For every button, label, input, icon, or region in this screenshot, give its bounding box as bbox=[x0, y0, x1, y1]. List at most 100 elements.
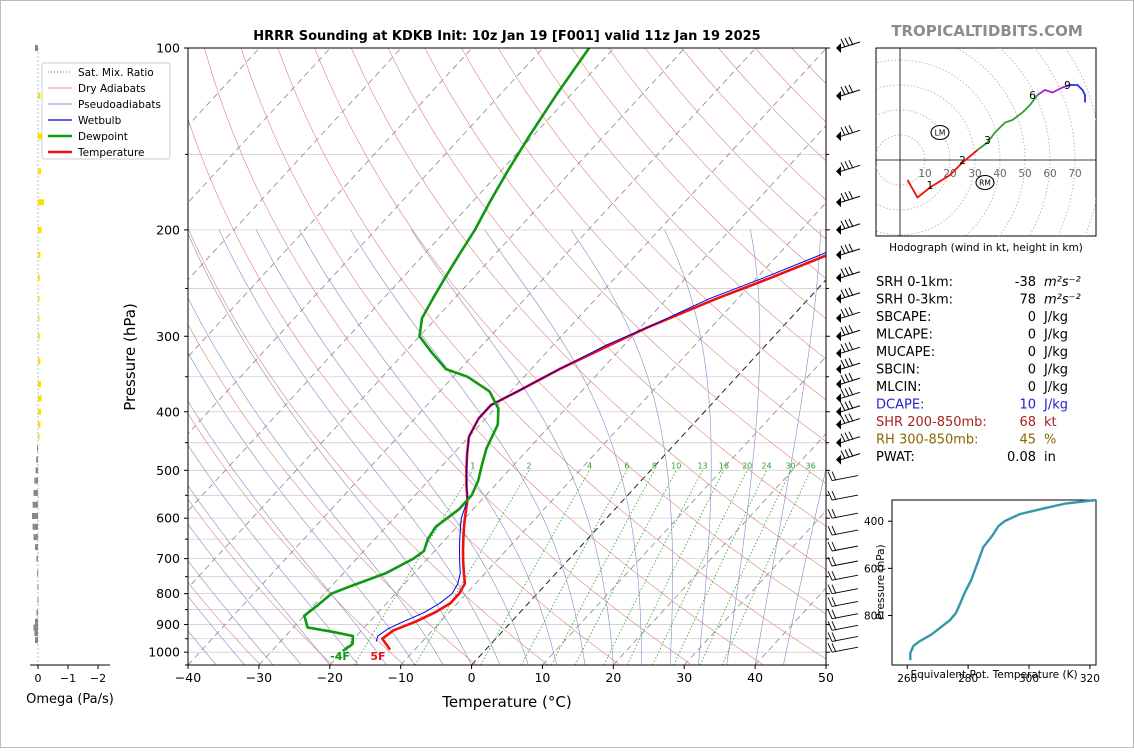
theta-e-y-tick-label: 400 bbox=[864, 516, 884, 528]
surface-dewpoint-label: -4F bbox=[330, 650, 350, 663]
hodograph-ring-label: 60 bbox=[1043, 168, 1056, 180]
omega-bar bbox=[36, 457, 38, 463]
index-label: SHR 200-850mb: bbox=[876, 415, 987, 430]
omega-bar bbox=[38, 422, 40, 428]
index-label: PWAT: bbox=[876, 450, 915, 465]
mixing-ratio-label: 4 bbox=[587, 461, 592, 470]
omega-bar bbox=[37, 570, 38, 576]
mixing-ratio-label: 24 bbox=[761, 461, 771, 470]
omega-bar bbox=[38, 275, 40, 281]
x-tick-label: 40 bbox=[747, 670, 763, 685]
y-tick-label: 900 bbox=[156, 617, 180, 632]
index-label: MLCAPE: bbox=[876, 328, 933, 343]
y-tick-label: 200 bbox=[156, 222, 180, 237]
omega-bar bbox=[37, 610, 39, 616]
index-unit: J/kg bbox=[1043, 380, 1068, 395]
y-tick-label: 400 bbox=[156, 404, 180, 419]
hodograph-ring-label: 40 bbox=[993, 168, 1006, 180]
omega-bar bbox=[37, 445, 38, 451]
index-unit: J/kg bbox=[1043, 310, 1068, 325]
omega-bar bbox=[37, 584, 38, 590]
mixing-ratio-label: 30 bbox=[786, 461, 796, 470]
x-tick-label: 30 bbox=[676, 670, 692, 685]
mixing-ratio-label: 6 bbox=[624, 461, 629, 470]
index-value: 10 bbox=[1019, 398, 1036, 413]
omega-bar bbox=[38, 434, 40, 440]
index-value: 45 bbox=[1019, 433, 1036, 448]
theta-e-x-tick-label: 320 bbox=[1080, 673, 1100, 685]
mixing-ratio-label: 16 bbox=[719, 461, 729, 470]
index-value: -38 bbox=[1015, 275, 1036, 290]
omega-bar bbox=[37, 597, 38, 603]
mixing-ratio-label: 36 bbox=[806, 461, 816, 470]
legend-label: Temperature bbox=[77, 147, 145, 159]
legend-label: Pseudoadiabats bbox=[78, 99, 161, 111]
legend-label: Wetbulb bbox=[78, 115, 122, 127]
index-unit: J/kg bbox=[1043, 328, 1068, 343]
omega-bar bbox=[34, 624, 39, 630]
x-axis-label: Temperature (°C) bbox=[441, 693, 571, 711]
omega-bar bbox=[35, 637, 38, 643]
hodograph-caption: Hodograph (wind in kt, height in km) bbox=[889, 242, 1083, 254]
mixing-ratio-label: 13 bbox=[697, 461, 707, 470]
index-value: 78 bbox=[1019, 293, 1036, 308]
brand-watermark: TROPICALTIDBITS.COM bbox=[891, 22, 1083, 40]
y-tick-label: 800 bbox=[156, 586, 180, 601]
mixing-ratio-label: 1 bbox=[470, 461, 475, 470]
index-unit: J/kg bbox=[1043, 398, 1068, 413]
mixing-ratio-label: 20 bbox=[742, 461, 752, 470]
index-value: 0 bbox=[1028, 380, 1036, 395]
hodograph-height-label: 6 bbox=[1029, 90, 1036, 102]
omega-bar bbox=[38, 93, 40, 99]
hodograph-ring-label: 70 bbox=[1068, 168, 1081, 180]
y-tick-label: 500 bbox=[156, 463, 180, 478]
index-unit: J/kg bbox=[1043, 345, 1068, 360]
surface-temperature-label: 5F bbox=[370, 650, 385, 663]
omega-bar bbox=[38, 333, 40, 339]
index-label: DCAPE: bbox=[876, 398, 924, 413]
omega-bar bbox=[34, 534, 39, 540]
index-value: 0 bbox=[1028, 328, 1036, 343]
x-tick-label: −40 bbox=[175, 670, 201, 685]
x-tick-label: 50 bbox=[818, 670, 834, 685]
mixing-ratio-label: 10 bbox=[671, 461, 681, 470]
omega-bar bbox=[38, 133, 43, 139]
omega-tick-label: −1 bbox=[60, 672, 76, 685]
omega-bar bbox=[37, 556, 39, 562]
omega-bar bbox=[35, 45, 38, 51]
omega-bar bbox=[32, 513, 38, 519]
theta-e-ylabel: Pressure (hPa) bbox=[875, 544, 887, 619]
hodograph-height-label: 3 bbox=[984, 135, 991, 147]
legend-label: Dewpoint bbox=[78, 131, 128, 143]
x-tick-label: 10 bbox=[534, 670, 550, 685]
index-unit: J/kg bbox=[1043, 363, 1068, 378]
omega-bar bbox=[38, 227, 42, 233]
index-unit: m²s⁻² bbox=[1044, 275, 1081, 290]
hodograph-ring-label: 50 bbox=[1018, 168, 1031, 180]
omega-bar bbox=[35, 544, 38, 550]
omega-bar bbox=[38, 381, 41, 387]
omega-bar bbox=[36, 467, 38, 473]
index-value: 0 bbox=[1028, 310, 1036, 325]
x-tick-label: 20 bbox=[605, 670, 621, 685]
hodograph-height-label: 9 bbox=[1064, 80, 1071, 92]
omega-bar bbox=[38, 358, 40, 364]
y-tick-label: 300 bbox=[156, 329, 180, 344]
storm-motion-label: LM bbox=[935, 129, 946, 138]
x-tick-label: 0 bbox=[468, 670, 476, 685]
mixing-ratio-label: 8 bbox=[652, 461, 657, 470]
index-value: 68 bbox=[1019, 415, 1036, 430]
omega-bar bbox=[38, 168, 41, 174]
index-unit: kt bbox=[1044, 415, 1057, 430]
chart-title: HRRR Sounding at KDKB Init: 10z Jan 19 [… bbox=[253, 29, 760, 44]
legend-label: Sat. Mix. Ratio bbox=[78, 67, 154, 79]
mixing-ratio-label: 2 bbox=[527, 461, 532, 470]
omega-bar bbox=[35, 619, 38, 625]
omega-bar bbox=[34, 630, 38, 636]
omega-bar bbox=[38, 395, 42, 401]
index-label: SRH 0-1km: bbox=[876, 275, 953, 290]
index-label: MLCIN: bbox=[876, 380, 921, 395]
index-unit: m²s⁻² bbox=[1044, 293, 1081, 308]
